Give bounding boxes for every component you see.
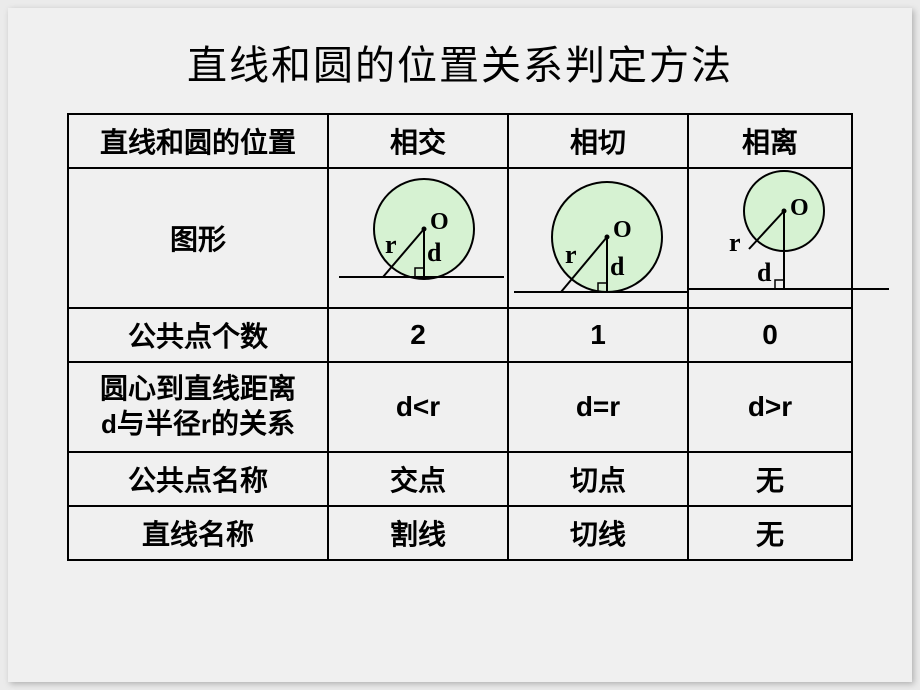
label-r: r — [385, 230, 397, 259]
figure-row-label: 图形 — [68, 168, 328, 308]
relation-tangent: d=r — [508, 362, 688, 452]
figure-cell-tangent: O r d — [508, 168, 688, 308]
linename-intersect: 割线 — [328, 506, 508, 560]
row-pointname-label: 公共点名称 — [68, 452, 328, 506]
count-intersect: 2 — [328, 308, 508, 362]
header-intersect: 相交 — [328, 114, 508, 168]
row-distance-relation: 圆心到直线距离 d与半径r的关系 d<r d=r d>r — [68, 362, 852, 452]
table-header-row: 直线和圆的位置 相交 相切 相离 — [68, 114, 852, 168]
relationship-table: 直线和圆的位置 相交 相切 相离 图形 O r — [67, 113, 853, 561]
label-d: d — [427, 238, 442, 267]
relation-intersect: d<r — [328, 362, 508, 452]
linename-separate: 无 — [688, 506, 852, 560]
label-r: r — [729, 228, 741, 257]
rel-label-r: r — [201, 409, 211, 439]
slide: 直线和圆的位置关系判定方法 直线和圆的位置 相交 相切 相离 图形 — [8, 8, 912, 682]
figure-separate: O r d — [689, 169, 851, 307]
row-relation-label: 圆心到直线距离 d与半径r的关系 — [68, 362, 328, 452]
rel-label-post: 的关系 — [211, 409, 295, 440]
label-O: O — [790, 195, 809, 221]
row-linename-label: 直线名称 — [68, 506, 328, 560]
row-common-points: 公共点个数 2 1 0 — [68, 308, 852, 362]
label-O: O — [430, 209, 449, 235]
rel-label-d: d — [101, 409, 117, 439]
header-position: 直线和圆的位置 — [68, 114, 328, 168]
row-count-label: 公共点个数 — [68, 308, 328, 362]
figure-cell-intersect: O r d — [328, 168, 508, 308]
figure-tangent: O r d — [509, 169, 687, 307]
rel-label-line1: 圆心到直线距离 — [100, 374, 296, 405]
label-d: d — [610, 252, 625, 281]
relation-separate: d>r — [688, 362, 852, 452]
figure-intersect: O r d — [329, 169, 507, 307]
header-separate: 相离 — [688, 114, 852, 168]
rel-label-mid: 与半径 — [117, 409, 201, 440]
figure-row: 图形 O r d — [68, 168, 852, 308]
pointname-separate: 无 — [688, 452, 852, 506]
figure-cell-separate: O r d — [688, 168, 852, 308]
pointname-intersect: 交点 — [328, 452, 508, 506]
label-d: d — [757, 258, 772, 287]
row-point-name: 公共点名称 交点 切点 无 — [68, 452, 852, 506]
slide-title: 直线和圆的位置关系判定方法 — [187, 33, 733, 91]
count-separate: 0 — [688, 308, 852, 362]
count-tangent: 1 — [508, 308, 688, 362]
row-line-name: 直线名称 割线 切线 无 — [68, 506, 852, 560]
linename-tangent: 切线 — [508, 506, 688, 560]
label-r: r — [565, 240, 577, 269]
header-tangent: 相切 — [508, 114, 688, 168]
label-O: O — [613, 217, 632, 243]
pointname-tangent: 切点 — [508, 452, 688, 506]
